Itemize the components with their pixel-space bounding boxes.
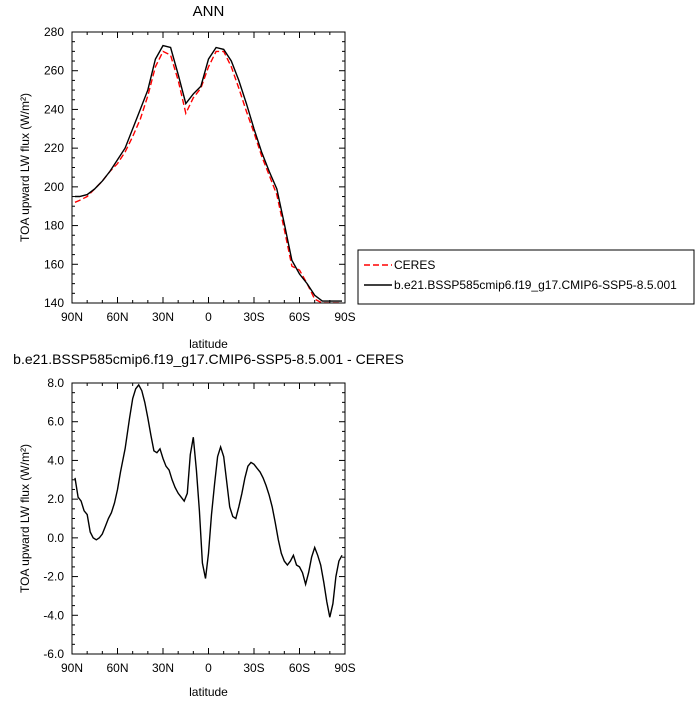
legend-box [357, 249, 695, 305]
y-tick-label: 200 [44, 180, 64, 194]
x-tick-label: 90S [334, 310, 355, 324]
chart-title: b.e21.BSSP585cmip6.f19_g17.CMIP6-SSP5-8.… [13, 351, 404, 367]
y-tick-label: 180 [44, 219, 64, 233]
x-tick-label: 90S [334, 661, 355, 675]
y-tick-label: 260 [44, 64, 64, 78]
legend-label: CERES [394, 258, 435, 272]
y-tick-label: 4.0 [47, 453, 64, 467]
x-axis-label: latitude [189, 337, 228, 351]
y-tick-label: 240 [44, 102, 64, 116]
y-tick-label: 220 [44, 141, 64, 155]
y-tick-label: 6.0 [47, 415, 64, 429]
y-tick-label: 0.0 [47, 531, 64, 545]
y-tick-label: -4.0 [43, 608, 64, 622]
x-tick-label: 30S [243, 661, 264, 675]
x-tick-label: 60S [289, 310, 310, 324]
chart-title: ANN [193, 3, 225, 20]
legend-label: b.e21.BSSP585cmip6.f19_g17.CMIP6-SSP5-8.… [394, 278, 677, 292]
y-axis-label: TOA upward LW flux (W/m²) [18, 93, 32, 242]
x-tick-label: 0 [205, 661, 212, 675]
y-tick-label: -2.0 [43, 570, 64, 584]
series-line-model [75, 44, 342, 302]
y-tick-label: 2.0 [47, 492, 64, 506]
x-tick-label: 30S [243, 310, 264, 324]
x-tick-label: 90N [61, 661, 83, 675]
x-axis-label: latitude [189, 685, 228, 699]
y-tick-label: 8.0 [47, 376, 64, 390]
x-tick-label: 60N [106, 661, 128, 675]
y-tick-label: 280 [44, 25, 64, 39]
x-tick-label: 30N [152, 310, 174, 324]
series-line-ceres [74, 50, 342, 303]
x-tick-label: 60N [106, 310, 128, 324]
y-tick-label: 140 [44, 296, 64, 310]
y-tick-label: 160 [44, 257, 64, 271]
plot-frame [71, 382, 346, 655]
x-tick-label: 90N [61, 310, 83, 324]
series-line-model [74, 383, 343, 618]
x-tick-label: 0 [205, 310, 212, 324]
x-tick-label: 30N [152, 661, 174, 675]
x-tick-label: 60S [289, 661, 310, 675]
y-tick-label: -6.0 [43, 647, 64, 661]
y-axis-label: TOA upward LW flux (W/m²) [18, 444, 32, 593]
